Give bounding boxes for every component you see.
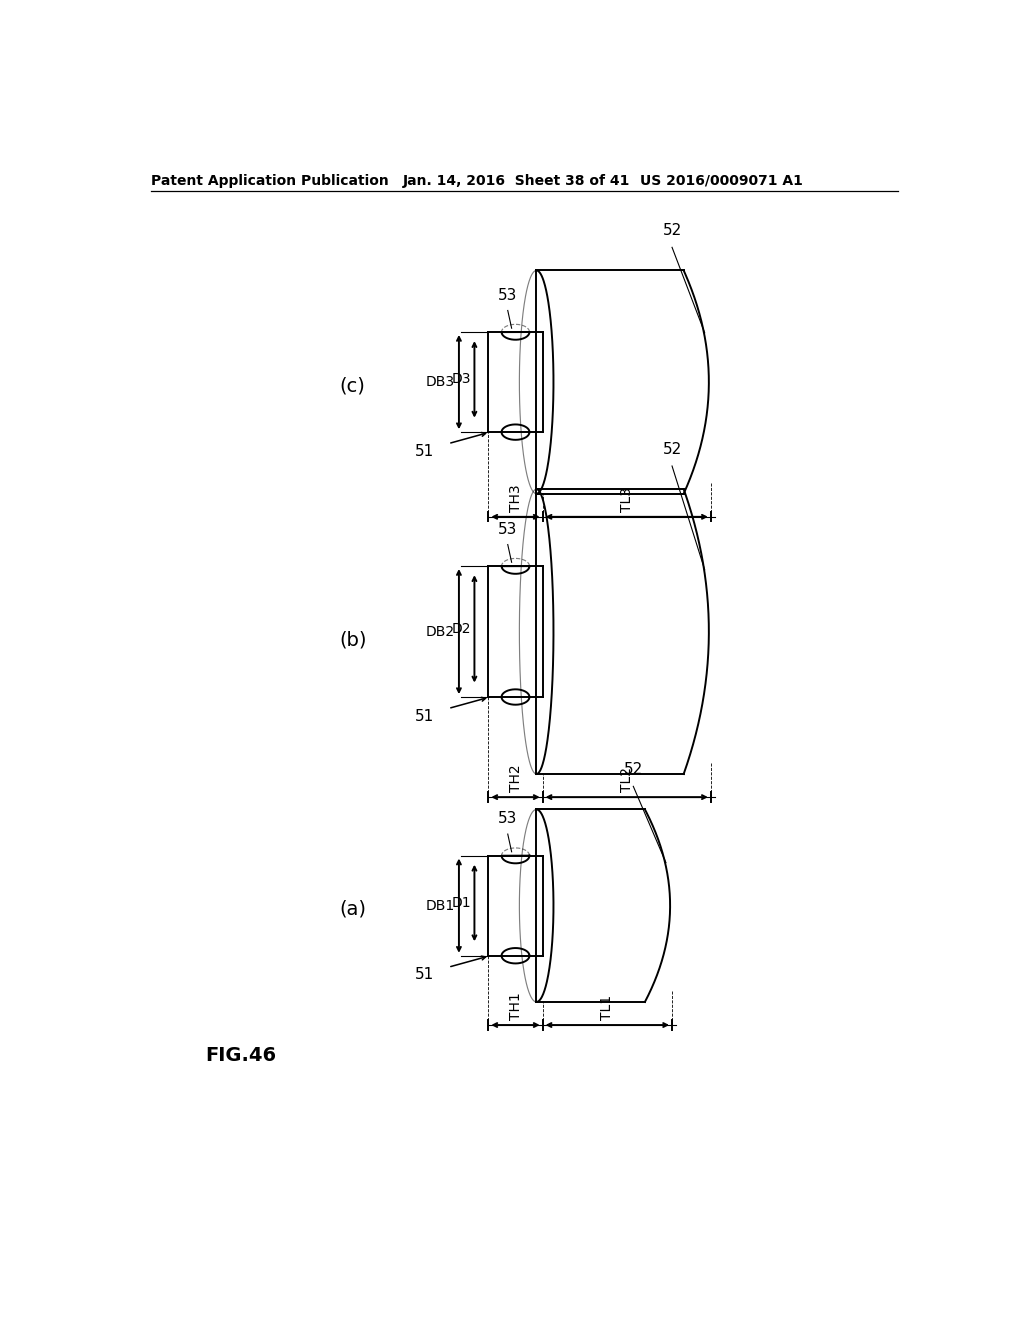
Text: Patent Application Publication: Patent Application Publication	[152, 174, 389, 187]
Text: DB3: DB3	[426, 375, 455, 389]
Text: DB2: DB2	[426, 624, 455, 639]
Text: 51: 51	[415, 968, 434, 982]
Text: D1: D1	[452, 896, 471, 909]
Text: TH2: TH2	[509, 764, 522, 792]
Text: DB1: DB1	[426, 899, 455, 912]
Text: FIG.46: FIG.46	[206, 1045, 276, 1065]
Text: 52: 52	[624, 762, 643, 777]
Text: (c): (c)	[340, 376, 366, 395]
Text: (a): (a)	[339, 900, 367, 919]
Text: D2: D2	[452, 622, 471, 636]
Text: 52: 52	[663, 223, 682, 238]
Text: 51: 51	[415, 444, 434, 459]
Text: 51: 51	[415, 709, 434, 723]
Text: TL3: TL3	[620, 487, 634, 512]
Text: 52: 52	[663, 442, 682, 457]
Text: TH3: TH3	[509, 484, 522, 512]
Text: 53: 53	[498, 521, 517, 537]
Text: US 2016/0009071 A1: US 2016/0009071 A1	[640, 174, 803, 187]
Text: D3: D3	[452, 372, 471, 387]
Text: 53: 53	[498, 812, 517, 826]
Text: 53: 53	[498, 288, 517, 302]
Text: TL1: TL1	[600, 995, 614, 1020]
Text: (b): (b)	[339, 630, 367, 649]
Text: TL2: TL2	[620, 767, 634, 792]
Text: TH1: TH1	[509, 993, 522, 1020]
Text: Jan. 14, 2016  Sheet 38 of 41: Jan. 14, 2016 Sheet 38 of 41	[403, 174, 631, 187]
